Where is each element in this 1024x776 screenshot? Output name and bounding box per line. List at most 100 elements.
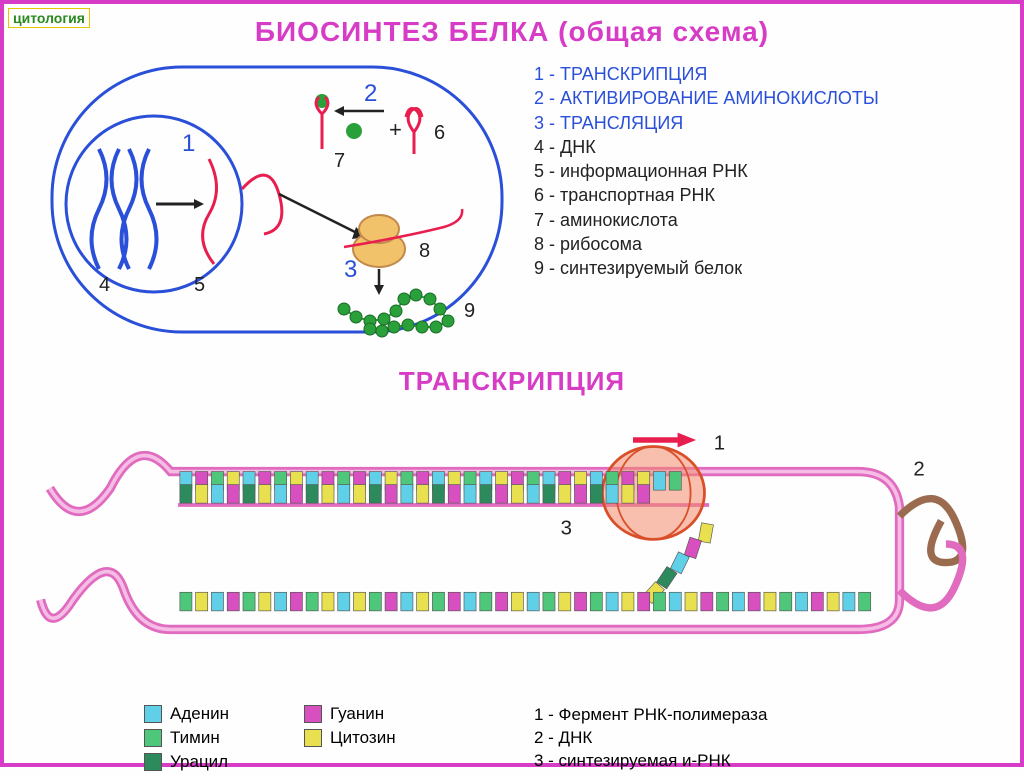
cell-label-9: 9 [464, 300, 475, 322]
nucleotide-T [590, 592, 602, 611]
transcription-legend: 1 - Фермент РНК-полимераза2 - ДНК3 - син… [534, 704, 767, 773]
legend-item: 4 - ДНК [534, 135, 879, 159]
legend-item: 2 - АКТИВИРОВАНИЕ АМИНОКИСЛОТЫ [534, 86, 879, 110]
nucleotide-G [811, 592, 823, 611]
nucleotide-C [511, 592, 523, 611]
legend-item: 5 - информационная РНК [534, 159, 879, 183]
nucleotide-legend-label: Аденин [170, 704, 229, 724]
nucleotide-T [859, 592, 871, 611]
transcription-legend-item: 2 - ДНК [534, 727, 767, 750]
nucleotide-C [354, 485, 366, 504]
nucleotide-C [622, 485, 634, 504]
nucleotide-legend-row: Аденин [144, 704, 229, 724]
nucleotide-G [496, 592, 508, 611]
nucleotide-legend-label: Урацил [170, 752, 228, 772]
top-legend: 1 - ТРАНСКРИПЦИЯ2 - АКТИВИРОВАНИЕ АМИНОК… [534, 62, 879, 281]
nucleotide-C [417, 485, 429, 504]
nucleotide-G [227, 485, 239, 504]
swatch-icon [304, 729, 322, 747]
nucleotide-A [606, 485, 618, 504]
nucleotide-A [527, 485, 539, 504]
nucleotide-C [259, 485, 271, 504]
swatch-icon [144, 753, 162, 771]
cell-label-6: 6 [434, 122, 445, 144]
cell-label-7: 7 [334, 150, 345, 172]
cell-label-8: 8 [419, 240, 430, 262]
nucleotide-T [717, 592, 729, 611]
nucleotide-C [322, 592, 334, 611]
nucleotide-G [575, 485, 587, 504]
legend-item: 9 - синтезируемый белок [534, 256, 879, 280]
nucleotide-U [369, 485, 381, 504]
nucleotide-T [480, 592, 492, 611]
nucleotide-C [559, 592, 571, 611]
nucleotide-legend-label: Гуанин [330, 704, 384, 724]
nucleotide-C [259, 592, 271, 611]
nucleotide-G [575, 592, 587, 611]
legend-item: 1 - ТРАНСКРИПЦИЯ [534, 62, 879, 86]
nucleotide-G [638, 592, 650, 611]
nucleotide-A [732, 592, 744, 611]
nucleotide-C [196, 592, 208, 611]
nucleotide-U [590, 485, 602, 504]
nucleotide-legend-row: Гуанин [304, 704, 396, 724]
nucleotide-U [543, 485, 555, 504]
cell-label-3: 3 [344, 256, 357, 283]
trans-label-3: 3 [561, 518, 572, 540]
nucleotide-C [685, 592, 697, 611]
transcription-diagram: 1 2 3 [24, 414, 1008, 674]
nucleotide-U [306, 485, 318, 504]
trans-label-1: 1 [714, 432, 725, 454]
nucleotide-G [448, 592, 460, 611]
nucleotide-A [843, 592, 855, 611]
nucleotide-C [417, 592, 429, 611]
nucleotide-A [275, 485, 287, 504]
nucleotide-A [653, 472, 665, 491]
nucleotide-A [669, 592, 681, 611]
nucleotide-T [780, 592, 792, 611]
swatch-icon [304, 705, 322, 723]
plus-icon: + [389, 117, 402, 142]
nucleotide-legend-1: Аденин Тимин Урацил [144, 704, 229, 776]
legend-item: 6 - транспортная РНК [534, 183, 879, 207]
nucleotide-T [669, 472, 681, 491]
transcription-legend-item: 3 - синтезируемая и-РНК [534, 750, 767, 773]
nucleotide-C [827, 592, 839, 611]
nucleotide-A [464, 485, 476, 504]
swatch-icon [144, 729, 162, 747]
nucleotide-C [622, 592, 634, 611]
nucleotide-G [227, 592, 239, 611]
nucleotide-A [796, 592, 808, 611]
transcription-legend-item: 1 - Фермент РНК-полимераза [534, 704, 767, 727]
nucleotide-T [653, 592, 665, 611]
main-title: БИОСИНТЕЗ БЕЛКА (общая схема) [4, 16, 1020, 48]
nucleotide-legend-2: Гуанин Цитозин [304, 704, 396, 752]
nucleotide-U [432, 485, 444, 504]
nucleotide-T [432, 592, 444, 611]
nucleotide-A [527, 592, 539, 611]
legend-item: 3 - ТРАНСЛЯЦИЯ [534, 111, 879, 135]
nucleotide-A [464, 592, 476, 611]
cell-label-5: 5 [194, 274, 205, 296]
trans-label-2: 2 [913, 458, 924, 480]
nucleotide-legend-row: Тимин [144, 728, 229, 748]
legend-item: 7 - аминокислота [534, 208, 879, 232]
nucleotide-T [180, 592, 192, 611]
nucleotide-G [448, 485, 460, 504]
nucleotide-A [338, 592, 350, 611]
cell-label-1: 1 [182, 130, 195, 157]
nucleotide-G [496, 485, 508, 504]
nucleotide-legend-row: Цитозин [304, 728, 396, 748]
nucleotide-G [638, 485, 650, 504]
nucleotide-U [180, 485, 192, 504]
nucleotide-U [243, 485, 255, 504]
nucleotide-C [196, 485, 208, 504]
nucleotide-A [275, 592, 287, 611]
nucleotide-T [306, 592, 318, 611]
cell-label-2: 2 [364, 80, 377, 107]
swatch-icon [144, 705, 162, 723]
nucleotide-G [290, 485, 302, 504]
nucleotide-A [211, 592, 223, 611]
nucleotide-C [764, 592, 776, 611]
nucleotide-C [354, 592, 366, 611]
